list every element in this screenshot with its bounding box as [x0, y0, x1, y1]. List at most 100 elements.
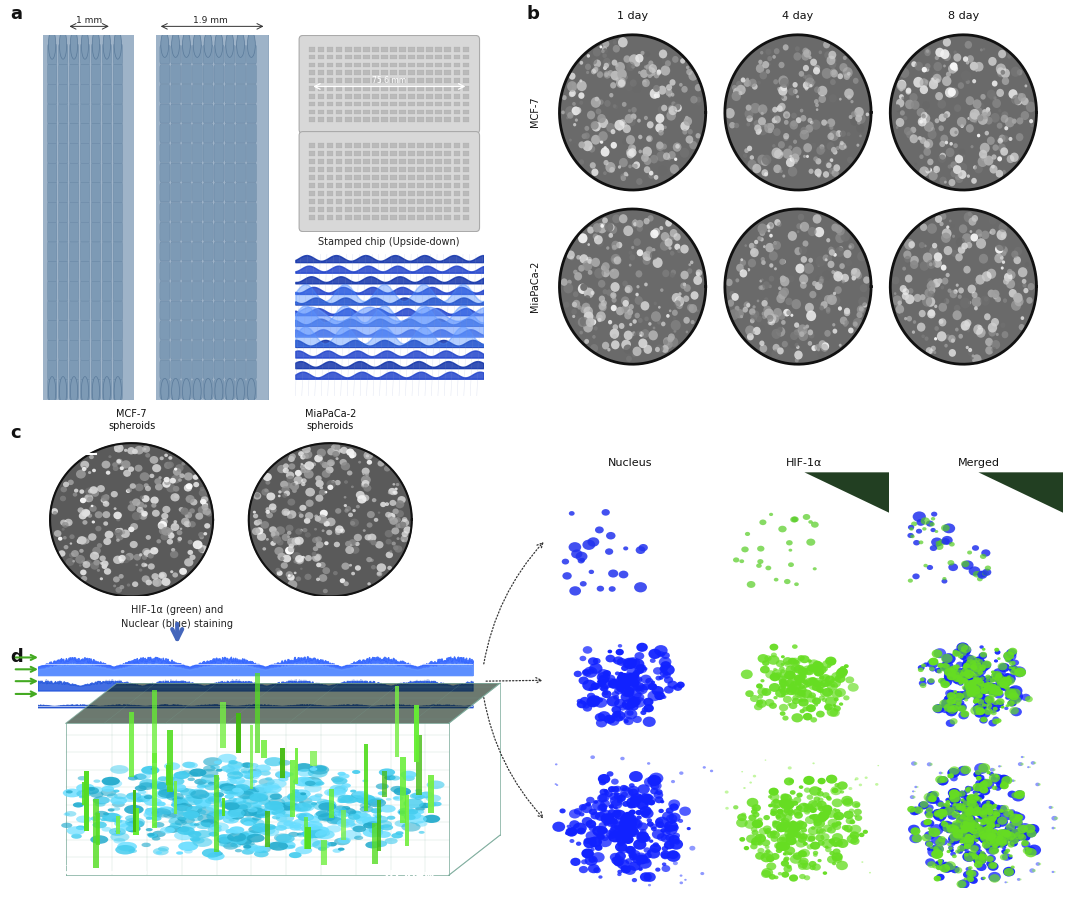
Circle shape [643, 345, 652, 354]
Circle shape [648, 138, 651, 142]
Circle shape [772, 145, 775, 148]
Circle shape [376, 783, 389, 790]
Circle shape [799, 834, 808, 840]
Circle shape [979, 812, 987, 818]
Circle shape [1012, 97, 1019, 105]
FancyBboxPatch shape [235, 282, 246, 301]
Circle shape [577, 81, 586, 92]
Circle shape [295, 528, 303, 535]
Circle shape [813, 819, 822, 826]
Circle shape [609, 817, 624, 828]
Circle shape [803, 264, 814, 274]
Circle shape [779, 104, 786, 111]
FancyBboxPatch shape [171, 381, 180, 399]
Circle shape [113, 807, 120, 811]
Circle shape [954, 305, 960, 312]
Circle shape [788, 276, 795, 283]
Circle shape [654, 302, 657, 306]
Circle shape [992, 717, 999, 722]
Circle shape [984, 825, 991, 832]
Circle shape [927, 311, 935, 319]
Circle shape [790, 664, 801, 672]
Circle shape [906, 316, 912, 322]
Circle shape [583, 133, 590, 140]
Circle shape [1003, 279, 1010, 285]
Circle shape [958, 164, 968, 173]
Circle shape [352, 811, 368, 818]
Circle shape [600, 266, 606, 271]
Circle shape [644, 67, 647, 69]
Circle shape [329, 462, 334, 466]
Circle shape [1001, 776, 1013, 785]
Circle shape [787, 766, 792, 770]
Circle shape [769, 320, 775, 326]
Circle shape [276, 834, 294, 844]
FancyBboxPatch shape [182, 381, 191, 399]
Circle shape [818, 96, 826, 104]
Bar [418, 95, 424, 99]
Circle shape [1018, 94, 1026, 103]
Circle shape [64, 811, 76, 816]
Circle shape [940, 154, 946, 160]
Circle shape [264, 805, 284, 814]
Circle shape [813, 819, 825, 828]
Circle shape [979, 554, 986, 559]
Circle shape [761, 280, 764, 281]
Circle shape [1010, 818, 1022, 829]
Circle shape [337, 813, 349, 818]
Text: HIF-1α: HIF-1α [786, 457, 823, 467]
Circle shape [809, 520, 813, 524]
Circle shape [765, 831, 769, 834]
Circle shape [648, 884, 651, 886]
Circle shape [826, 774, 838, 783]
Circle shape [771, 853, 780, 860]
Circle shape [929, 171, 938, 181]
Circle shape [88, 472, 91, 475]
Circle shape [1021, 280, 1027, 284]
FancyBboxPatch shape [247, 184, 257, 202]
Circle shape [826, 310, 830, 314]
Circle shape [178, 826, 190, 832]
FancyBboxPatch shape [160, 282, 170, 301]
Circle shape [850, 820, 855, 824]
Circle shape [977, 135, 981, 138]
Circle shape [636, 179, 642, 186]
Circle shape [848, 116, 853, 120]
Circle shape [598, 132, 608, 142]
Circle shape [589, 688, 594, 691]
Circle shape [313, 840, 331, 849]
Circle shape [778, 686, 786, 692]
Circle shape [144, 484, 149, 488]
Circle shape [803, 83, 809, 88]
Circle shape [781, 860, 789, 866]
Circle shape [789, 156, 792, 159]
Circle shape [185, 522, 191, 527]
Circle shape [801, 827, 808, 833]
Circle shape [940, 50, 949, 60]
Circle shape [592, 852, 605, 863]
Circle shape [114, 838, 126, 844]
FancyBboxPatch shape [203, 164, 213, 183]
Circle shape [115, 588, 122, 593]
Circle shape [674, 301, 681, 308]
Circle shape [142, 548, 150, 556]
Circle shape [804, 680, 809, 683]
Circle shape [189, 521, 195, 527]
Circle shape [347, 471, 352, 476]
Circle shape [986, 804, 990, 808]
Circle shape [751, 249, 756, 254]
Circle shape [619, 571, 628, 578]
Circle shape [827, 256, 832, 261]
Bar [321, 840, 328, 865]
Circle shape [772, 821, 778, 824]
Circle shape [114, 31, 121, 60]
Circle shape [669, 839, 683, 850]
Circle shape [786, 687, 796, 695]
Circle shape [992, 669, 1006, 679]
Circle shape [633, 839, 647, 850]
Circle shape [822, 120, 827, 127]
Circle shape [135, 799, 143, 803]
Circle shape [615, 78, 619, 82]
Circle shape [974, 691, 986, 699]
Circle shape [761, 689, 771, 696]
